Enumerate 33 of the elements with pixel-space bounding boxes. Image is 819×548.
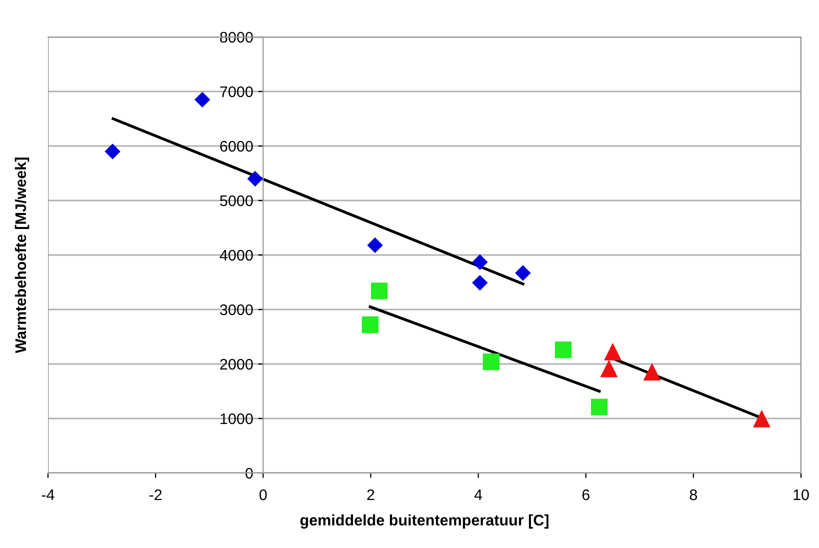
x-tick-label: -4 [42, 490, 54, 500]
y-tick-label: 5000 [220, 195, 253, 206]
point [590, 398, 608, 416]
point [367, 238, 383, 253]
y-tick-label: 6000 [220, 140, 253, 152]
y-tick-label: 4000 [220, 250, 253, 261]
point [554, 341, 572, 358]
point [600, 360, 618, 378]
x-tick-label: 10 [794, 489, 809, 500]
point [515, 265, 530, 281]
y-tick-label: 3000 [220, 304, 253, 316]
y-tick-label: 2000 [220, 358, 253, 370]
x-tick-label: -2 [149, 489, 162, 500]
point [370, 282, 388, 300]
point [644, 364, 660, 381]
point [604, 344, 622, 360]
point [753, 410, 770, 428]
point [472, 275, 488, 290]
point [482, 353, 500, 370]
x-tick-label: 2 [367, 489, 374, 500]
point [248, 171, 263, 186]
y-tick-label: 1000 [220, 413, 253, 424]
x-tick-label: 8 [690, 489, 698, 500]
point [362, 316, 379, 334]
x-tick-label: 4 [474, 490, 482, 500]
y-tick-label: 7000 [220, 86, 253, 98]
x-tick-label: 6 [582, 489, 590, 500]
point [472, 254, 488, 270]
x-tick-label: 0 [259, 489, 267, 500]
y-axis-title: Warmtebehoefte [MJ/week] [14, 158, 30, 354]
point [104, 144, 120, 160]
point [194, 92, 210, 108]
x-axis-title: gemiddelde buitentemperatuur [C] [300, 514, 548, 529]
